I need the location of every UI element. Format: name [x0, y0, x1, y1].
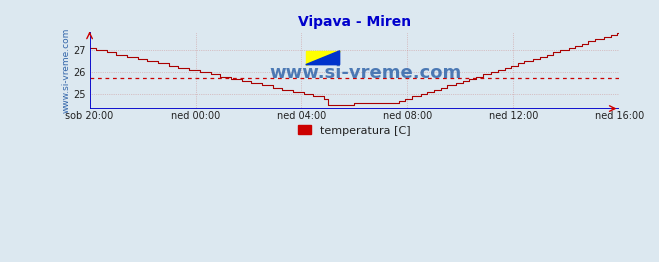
- Title: Vipava - Miren: Vipava - Miren: [298, 15, 411, 29]
- Text: www.si-vreme.com: www.si-vreme.com: [269, 64, 461, 82]
- Polygon shape: [306, 51, 339, 65]
- Polygon shape: [306, 51, 339, 65]
- Y-axis label: www.si-vreme.com: www.si-vreme.com: [61, 27, 70, 113]
- Legend: temperatura [C]: temperatura [C]: [294, 121, 415, 140]
